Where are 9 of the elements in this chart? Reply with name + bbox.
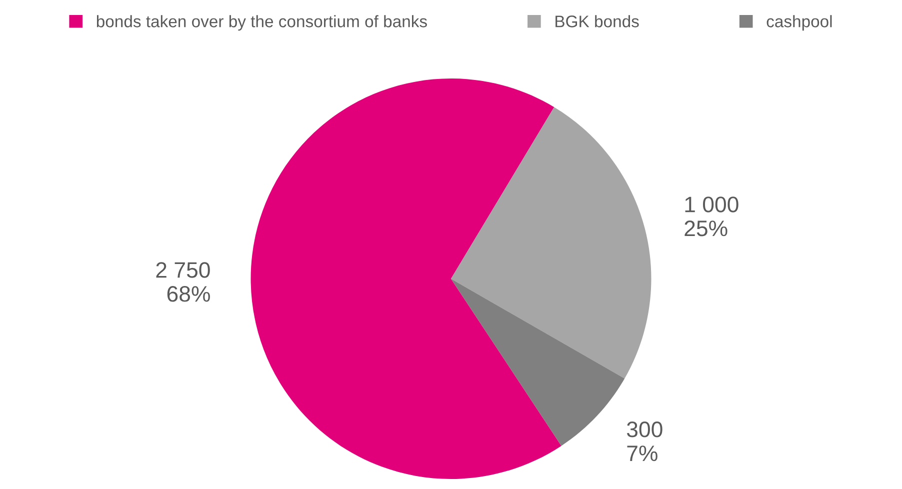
legend-label: cashpool <box>766 15 832 31</box>
legend-label: bonds taken over by the consortium of banks <box>96 15 427 31</box>
data-label: 2 750 68% <box>156 262 210 302</box>
legend-label: BGK bonds <box>556 15 639 28</box>
data-label: 1 000 25% <box>684 196 738 236</box>
pie-slice <box>451 107 652 379</box>
pie-slice <box>451 278 625 446</box>
data-label: 300 7% <box>626 422 662 462</box>
pie-slice <box>250 78 562 479</box>
